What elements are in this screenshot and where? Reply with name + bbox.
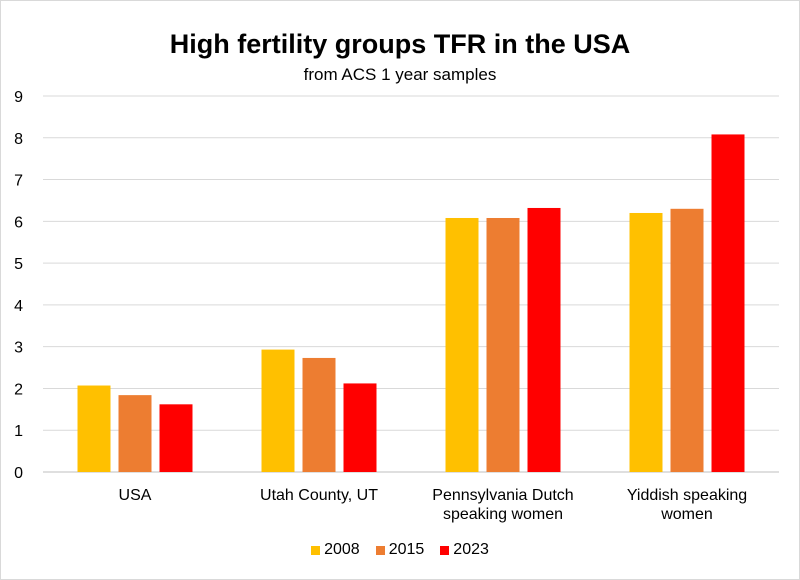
- legend-item: 2023: [440, 541, 489, 559]
- y-tick-label: 8: [14, 131, 23, 148]
- y-tick-label: 7: [14, 173, 23, 190]
- bar-2015: [118, 395, 152, 472]
- y-tick-label: 1: [14, 423, 23, 440]
- bar-2023: [711, 134, 745, 473]
- legend-item: 2015: [375, 541, 425, 559]
- bar-2008: [445, 217, 479, 472]
- category-label: Pennsylvania Dutch: [432, 487, 573, 504]
- bar-2015: [486, 217, 520, 472]
- y-tick-label: 6: [14, 214, 23, 231]
- y-tick-label: 3: [14, 340, 23, 357]
- bar-2023: [527, 207, 561, 472]
- legend-swatch: [375, 545, 385, 555]
- bar-2008: [629, 212, 663, 472]
- bar-2015: [670, 208, 704, 473]
- bar-2023: [159, 404, 193, 472]
- y-tick-label: 2: [14, 381, 23, 398]
- legend-label: 2023: [453, 541, 489, 558]
- legend-swatch: [311, 545, 321, 555]
- legend-label: 2015: [388, 541, 425, 558]
- y-tick-label: 0: [14, 465, 23, 482]
- category-label: women: [660, 506, 713, 523]
- category-label: Yiddish speaking: [627, 487, 747, 504]
- legend-item: 2008: [311, 541, 360, 559]
- chart-title: High fertility groups TFR in the USA: [169, 29, 631, 59]
- category-label: USA: [119, 487, 152, 504]
- legend: 2008 2015 2023: [1, 541, 799, 559]
- y-tick-label: 4: [14, 298, 23, 315]
- legend-label: 2008: [324, 541, 360, 558]
- y-tick-label: 9: [14, 89, 23, 106]
- category-label: Utah County, UT: [260, 487, 378, 504]
- bar-2008: [77, 385, 111, 472]
- y-tick-label: 5: [14, 256, 23, 273]
- chart-subtitle: from ACS 1 year samples: [303, 65, 497, 84]
- bar-2008: [261, 349, 295, 472]
- bar-2023: [343, 383, 377, 472]
- legend-swatch: [440, 545, 450, 555]
- category-label: speaking women: [443, 506, 563, 523]
- bar-2015: [302, 357, 336, 472]
